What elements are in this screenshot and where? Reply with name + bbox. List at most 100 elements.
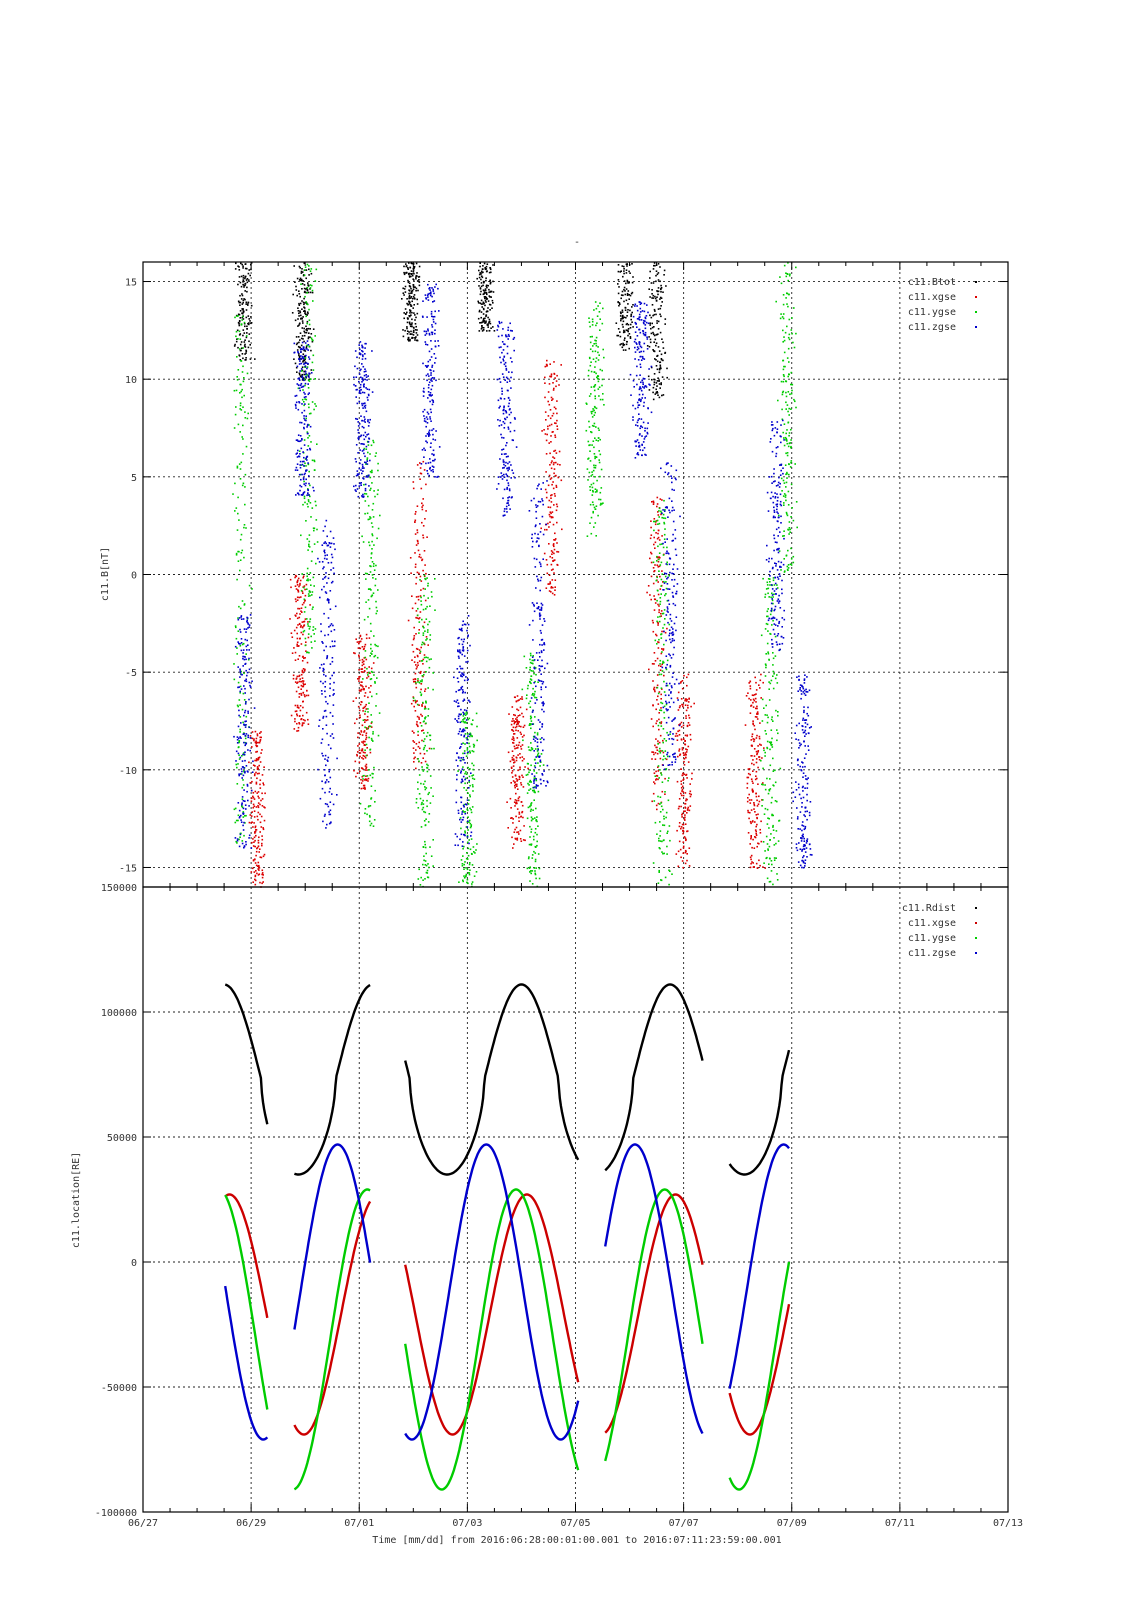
top-data-point [515,826,518,829]
top-data-point [303,334,306,337]
top-data-point [377,734,380,737]
top-data-point [248,269,250,271]
top-data-point [758,735,761,738]
top-data-point [360,415,362,417]
top-data-point [306,366,309,368]
top-data-point [252,796,255,799]
top-data-point [238,737,240,740]
top-data-point [258,866,260,868]
top-data-point [308,268,310,271]
top-data-point [530,828,533,831]
top-data-point [368,666,370,668]
top-data-point [472,719,474,721]
top-data-point [369,622,372,625]
top-data-point [630,313,632,316]
top-data-point [421,521,423,524]
top-data-point [766,877,769,880]
top-data-point [242,652,244,654]
top-data-point [650,316,653,319]
top-data-point [659,361,661,364]
top-data-point [298,674,301,677]
top-data-point [552,487,555,490]
top-data-point [241,803,243,806]
top-data-point [261,882,263,885]
top-data-point [688,792,691,795]
top-data-point [514,781,516,783]
top-data-point [768,863,770,865]
top-data-point [238,809,241,812]
top-data-point [370,726,373,728]
top-data-point [420,646,422,649]
top-data-point [415,316,417,319]
top-data-point [308,274,310,276]
top-data-point [766,610,769,613]
top-data-point [321,693,323,695]
top-data-point [772,784,774,786]
top-data-point [474,852,476,854]
top-data-point [297,351,299,353]
top-data-point [363,660,365,663]
top-data-point [590,386,593,388]
top-data-point [309,284,312,286]
top-data-point [552,544,555,546]
top-data-point [681,816,683,818]
top-data-point [414,329,417,331]
top-data-point [417,788,419,790]
top-data-point [419,579,421,581]
top-data-point [234,807,237,810]
top-data-point [684,792,687,794]
top-data-point [364,650,367,652]
top-data-point [678,805,680,808]
top-data-point [553,548,556,551]
top-data-point [329,801,332,803]
top-data-point [300,694,303,696]
top-data-point [407,318,409,320]
top-data-point [487,323,489,325]
top-data-point [243,377,245,379]
top-data-point [534,852,537,854]
top-data-point [322,530,325,532]
top-data-point [515,802,517,805]
top-data-point [305,396,307,398]
top-data-point [371,534,374,537]
top-data-point [548,442,550,444]
top-data-point [238,709,240,712]
top-data-point [462,752,464,755]
top-data-point [491,299,494,302]
top-data-point [358,749,361,751]
top-data-point [303,722,305,724]
top-data-point [297,492,300,495]
top-data-point [430,787,432,789]
top-data-point [298,696,301,698]
top-data-point [329,813,332,816]
top-data-point [298,304,301,306]
top-data-point [253,774,256,777]
top-data-point [244,692,246,694]
top-data-point [329,590,332,592]
top-data-point [306,263,309,266]
top-data-point [239,668,241,671]
top-data-point [649,594,651,596]
top-data-point [301,379,304,381]
top-data-point [686,853,688,855]
top-data-point [663,680,665,683]
top-data-point [489,268,492,271]
top-data-point [534,791,536,794]
top-data-point [770,718,773,721]
top-data-point [511,756,514,759]
top-data-point [374,455,377,457]
top-data-point [656,752,659,755]
top-data-point [655,708,657,711]
top-data-point [369,516,371,518]
top-data-point [325,827,327,829]
top-data-point [756,845,758,848]
top-data-point [425,864,428,867]
top-data-point [403,271,405,274]
top-data-point [655,270,658,272]
top-data-point [551,553,553,555]
top-data-point [594,397,597,400]
top-data-point [301,611,303,613]
top-data-point [409,333,412,335]
top-data-point [303,483,305,485]
top-data-point [787,279,789,282]
